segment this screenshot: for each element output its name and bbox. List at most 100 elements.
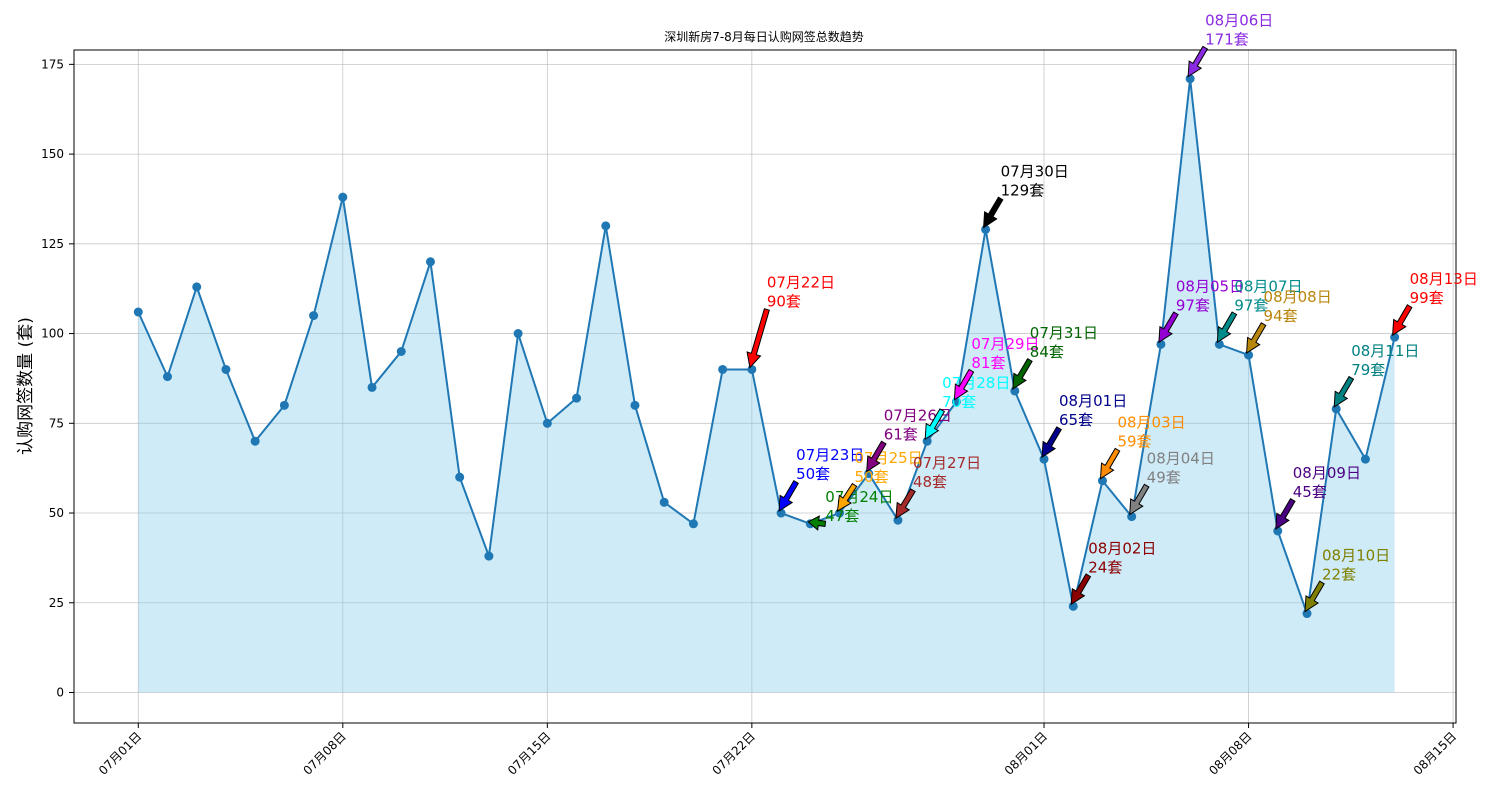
grid-lines <box>74 50 1456 723</box>
chart-title: 深圳新房7-8月每日认购网签总数趋势 <box>664 29 864 44</box>
y-tick-label: 25 <box>49 596 64 610</box>
data-point <box>192 282 202 292</box>
annotation-count-label: 24套 <box>1088 558 1122 576</box>
annotation-arrow <box>1158 311 1179 344</box>
annotation-date-label: 08月13日 <box>1410 270 1478 288</box>
annotation-date-label: 07月22日 <box>767 273 835 291</box>
annotations: 07月22日90套07月23日50套07月24日47套07月25日50套07月2… <box>746 12 1478 613</box>
axes-frame <box>73 49 1457 724</box>
plot-frame <box>73 49 1457 724</box>
annotation-arrow <box>953 368 975 401</box>
annotation-date-label: 08月10日 <box>1322 547 1390 565</box>
annotation-date-label: 08月06日 <box>1205 12 1273 30</box>
annotation-arrow <box>895 488 916 520</box>
y-axis-label: 认购网签数量 (套) <box>16 317 36 455</box>
annotation-date-label: 08月03日 <box>1117 414 1185 432</box>
y-tick-label: 75 <box>49 416 64 430</box>
annotation-count-label: 70套 <box>942 393 976 411</box>
data-point <box>396 347 406 357</box>
annotation-date-label: 08月04日 <box>1147 450 1215 468</box>
annotation-arrow <box>866 440 887 473</box>
annotation-date-label: 08月11日 <box>1351 342 1419 360</box>
annotation-arrow <box>1070 573 1092 606</box>
annotation-date-label: 08月07日 <box>1234 277 1302 295</box>
annotation-date-label: 08月01日 <box>1059 392 1127 410</box>
series-line-layer <box>137 77 1396 615</box>
area-fill <box>138 78 1395 693</box>
annotation-count-label: 129套 <box>1001 181 1045 199</box>
annotation-count-label: 97套 <box>1234 296 1268 314</box>
annotation-count-label: 171套 <box>1205 31 1249 49</box>
data-point <box>455 472 465 482</box>
annotation-count-label: 79套 <box>1351 361 1385 379</box>
data-point <box>513 329 523 339</box>
annotation-count-label: 84套 <box>1030 343 1064 361</box>
data-point <box>630 400 640 410</box>
annotation-count-label: 50套 <box>796 465 830 483</box>
annotation-count-label: 81套 <box>971 354 1005 372</box>
annotation-arrow <box>807 515 827 531</box>
area-fill-layer <box>138 78 1395 693</box>
data-point <box>484 551 494 561</box>
annotation-count-label: 48套 <box>913 473 947 491</box>
y-tick-label: 50 <box>49 506 64 520</box>
y-tick-label: 125 <box>41 237 64 251</box>
annotation-arrow <box>1099 447 1121 480</box>
annotation-date-label: 07月23日 <box>796 446 864 464</box>
data-point <box>747 364 757 374</box>
data-point <box>425 257 435 267</box>
annotation-count-label: 59套 <box>1117 433 1151 451</box>
annotation-date-label: 08月08日 <box>1264 288 1332 306</box>
data-point <box>659 497 669 507</box>
data-point <box>250 436 260 446</box>
annotation-count-label: 65套 <box>1059 411 1093 429</box>
data-point <box>1360 454 1370 464</box>
annotation-date-label: 08月09日 <box>1293 464 1361 482</box>
data-point <box>718 364 728 374</box>
annotation-arrow <box>1246 322 1267 355</box>
data-point <box>309 311 319 321</box>
annotation-arrow <box>746 308 770 369</box>
y-tick-label: 175 <box>41 57 64 71</box>
annotation-arrow <box>836 482 858 512</box>
data-point <box>338 192 348 202</box>
annotation-arrow <box>1129 483 1150 516</box>
data-point <box>221 364 231 374</box>
annotation-arrow <box>1392 304 1413 337</box>
annotation-arrow <box>924 408 946 441</box>
annotation-date-label: 07月28日 <box>942 374 1010 392</box>
annotation-date-label: 07月24日 <box>825 488 893 506</box>
annotation-arrow <box>1275 498 1296 530</box>
data-point <box>279 400 289 410</box>
annotation-date-label: 07月30日 <box>1001 162 1069 180</box>
series-line <box>137 77 1396 615</box>
annotation-arrow <box>1333 375 1355 408</box>
annotation-count-label: 90套 <box>767 292 801 310</box>
y-tick-label: 0 <box>56 685 64 699</box>
data-point <box>601 221 611 231</box>
y-tick-label: 150 <box>41 147 64 161</box>
annotation-arrow <box>1304 580 1325 613</box>
annotation-date-label: 07月29日 <box>971 335 1039 353</box>
data-point <box>542 418 552 428</box>
annotation-count-label: 49套 <box>1147 469 1181 487</box>
annotation-arrow <box>1012 358 1033 390</box>
